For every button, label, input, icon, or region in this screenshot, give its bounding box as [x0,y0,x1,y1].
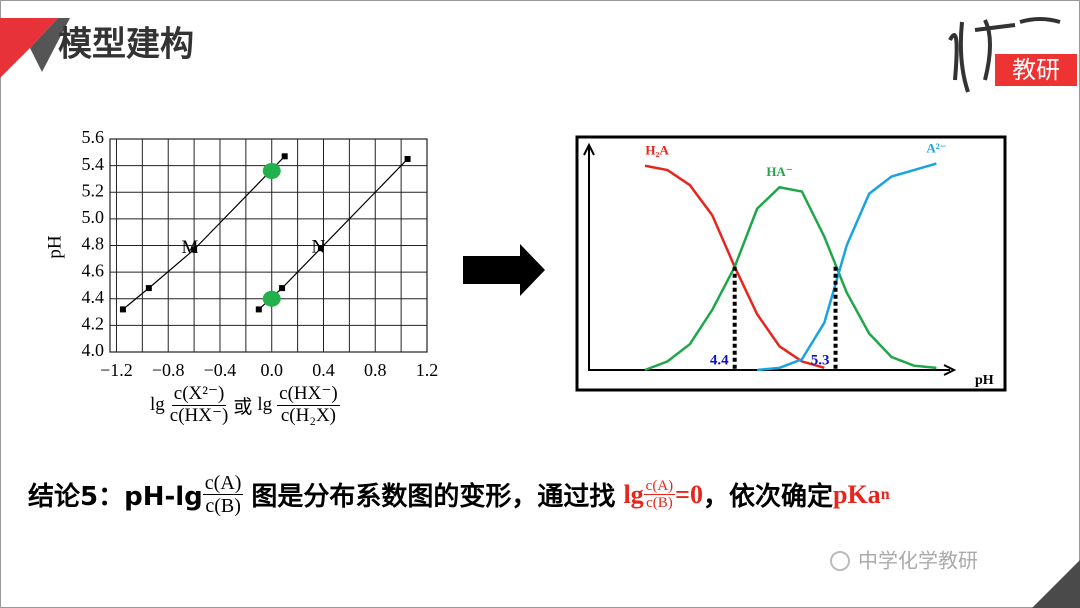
logo-box [995,54,1077,86]
watermark: 中学化学教研 [858,549,978,573]
point [281,153,288,160]
corner-red [0,18,58,78]
point [404,155,411,162]
y-tick-label: 5.0 [82,207,105,227]
subscript: n [880,485,890,503]
lg: lg [257,394,273,416]
axis-arrow [583,142,957,376]
y-tick-label: 4.4 [82,287,105,307]
fraction: c(A) c(B) [202,472,244,517]
denominator: c(HX⁻) [169,404,229,426]
text: 结论5：pH-lg [28,482,203,512]
denominator: c(B) [205,495,241,517]
y-tick-label: 4.6 [82,260,105,280]
fraction: c(X²⁻) c(HX⁻) [169,383,229,427]
right-chart-frame [575,135,1007,392]
series-label: H₂A [645,143,669,158]
denominator: c(H₂X) [280,404,336,426]
fraction: c(A) c(B) [643,477,676,512]
x-tick-label: −1.2 [100,360,133,380]
series-line [122,155,286,310]
arrow [463,244,545,296]
y-tick-label: 5.6 [82,127,105,147]
x-tick-label: 0.0 [260,360,283,380]
x-tick-label: 0.8 [364,360,387,380]
y-axis-label: pH [44,235,65,259]
numerator: c(A) [643,477,676,495]
series-line [644,185,937,372]
x-tick-label: 0.4 [312,360,335,380]
lg: lg [150,394,165,416]
x-tick-label: −0.4 [204,360,237,380]
x-tick-label: 1.2 [416,360,439,380]
point [255,306,262,313]
conclusion: 结论5：pH-lg c(A) c(B) 图是分布系数图的变形，通过找 lg c(A… [28,472,890,517]
y-tick-label: 5.2 [82,180,105,200]
text: lg [623,479,644,509]
fraction: c(HX⁻) c(H₂X) [277,383,340,427]
text: pKa [833,479,881,509]
y-tick-label: 5.4 [82,154,105,174]
y-tick-label: 4.0 [82,340,105,360]
point [317,245,324,252]
plot-frame [109,138,428,353]
logo-text: 教研 [1012,56,1060,84]
denominator: c(B) [646,495,673,511]
corner-bottom [1032,560,1080,608]
marker-label: 5.3 [811,352,830,368]
series-label: N [311,236,325,257]
logo-brush [948,17,1061,93]
numerator: c(X²⁻) [171,383,227,406]
series-line [756,162,937,372]
text: 图是分布系数图的变形，通过找 [251,482,616,512]
x-axis-label: pH [975,373,994,388]
numerator: c(HX⁻) [277,383,340,406]
slide-title: 模型建构 [58,25,194,65]
corner-gray [30,18,70,72]
or: 或 [233,395,253,418]
numerator: c(A) [202,472,244,495]
series-label: HA⁻ [766,164,792,179]
x-tick-label: −0.8 [152,360,185,380]
series-label: M [181,237,198,258]
point [145,285,152,292]
text: =0 [675,479,703,509]
point [279,285,286,292]
y-tick-label: 4.8 [82,234,105,254]
highlight-point [262,162,281,179]
series-label: A²⁻ [926,141,946,156]
highlight-point [262,290,281,307]
x-axis-label: lg c(X²⁻) c(HX⁻) 或 lg c(HX⁻) c(H₂X) [150,383,340,427]
axes [588,147,950,371]
watermark-icon [830,551,850,571]
y-tick-label: 4.2 [82,314,105,334]
point [119,306,126,313]
marker-label: 4.4 [710,352,729,368]
point [191,246,198,253]
text: ，依次确定 [702,482,833,512]
